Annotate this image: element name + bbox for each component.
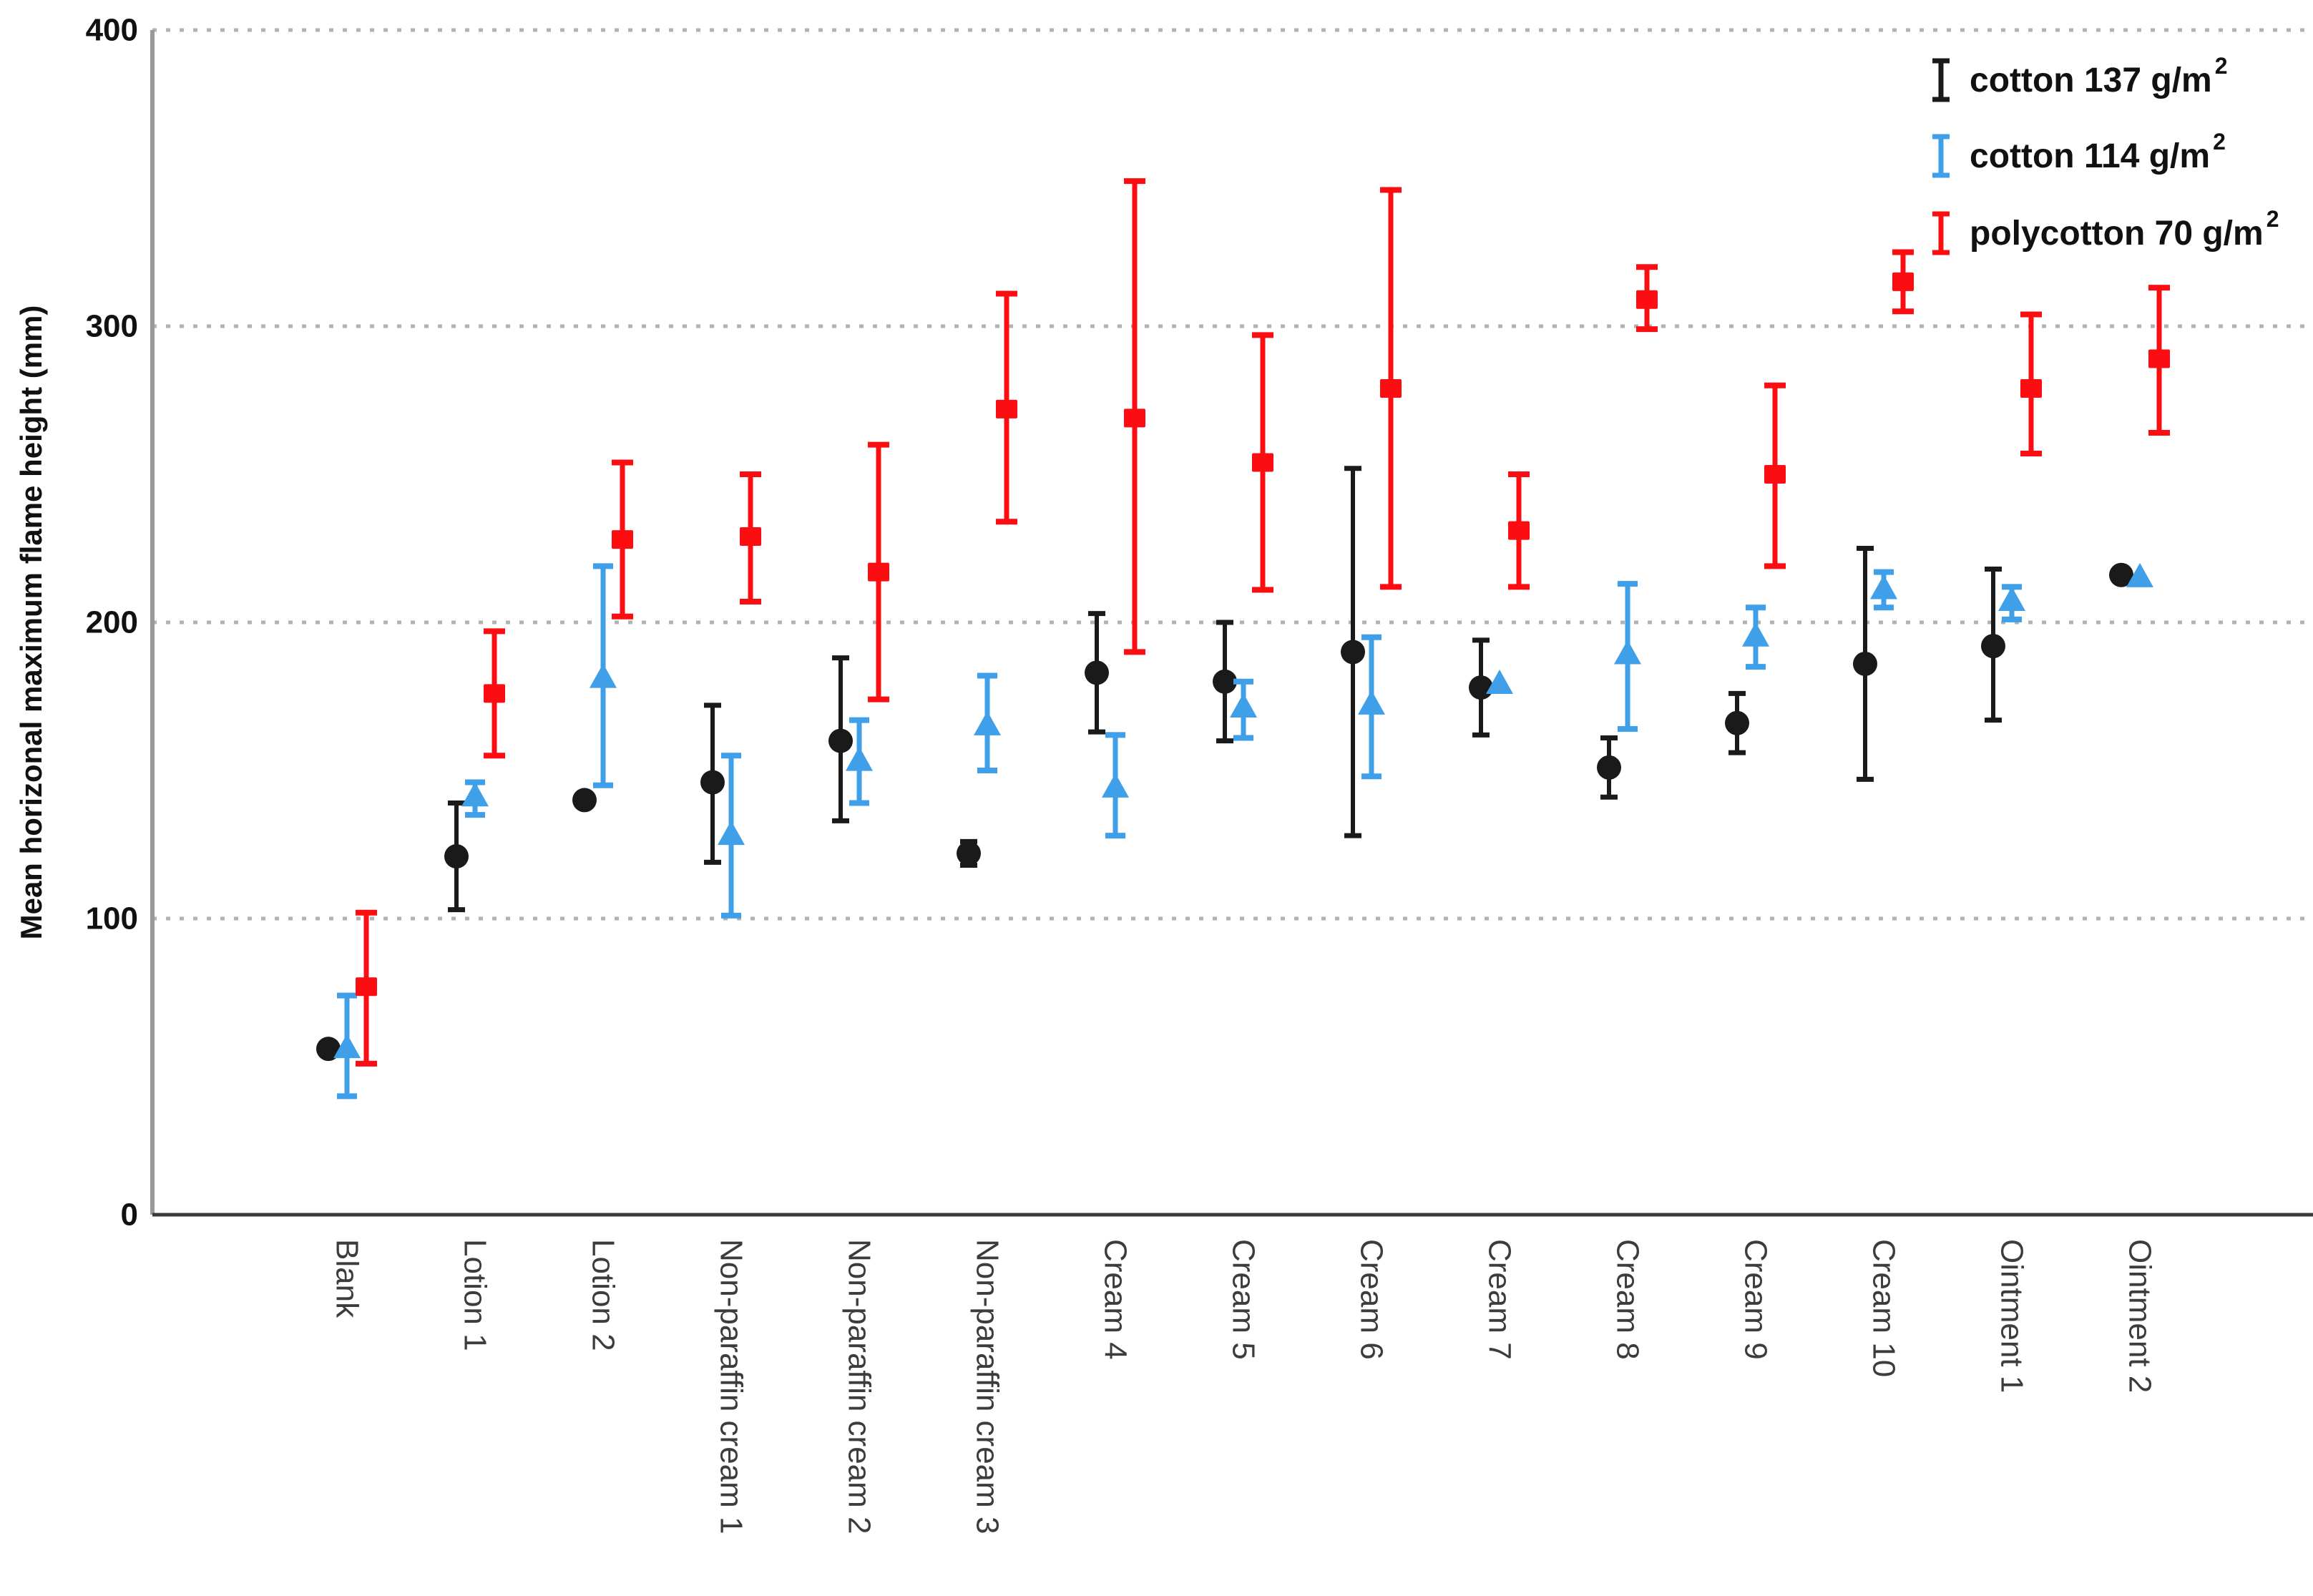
x-category-label: Cream 10 xyxy=(1867,1239,1902,1377)
x-category-label: Lotion 2 xyxy=(586,1239,621,1351)
data-marker-triangle xyxy=(1998,587,2025,612)
x-category-label: Cream 9 xyxy=(1739,1239,1774,1360)
x-category-label: Ointment 1 xyxy=(1995,1239,2030,1393)
data-marker-circle xyxy=(1981,634,2005,659)
data-marker-circle xyxy=(1085,660,1109,685)
data-marker-square xyxy=(1892,272,1914,291)
data-marker-circle xyxy=(700,770,725,795)
data-marker-triangle xyxy=(1102,773,1129,798)
data-marker-square xyxy=(1252,453,1273,472)
data-marker-triangle xyxy=(1614,640,1641,665)
data-marker-square xyxy=(1124,408,1145,428)
data-marker-triangle xyxy=(1230,693,1257,718)
x-category-label: Cream 4 xyxy=(1098,1239,1133,1360)
data-marker-square xyxy=(1508,521,1530,540)
x-category-label: Non-paraffin cream 1 xyxy=(714,1239,749,1534)
data-marker-triangle xyxy=(974,710,1001,735)
data-marker-square xyxy=(356,977,377,997)
data-marker-triangle xyxy=(461,782,489,807)
x-category-label: Cream 5 xyxy=(1226,1239,1261,1360)
data-marker-triangle xyxy=(590,663,617,688)
data-marker-triangle xyxy=(846,746,873,771)
data-marker-square xyxy=(2148,349,2170,368)
data-marker-triangle xyxy=(1486,669,1513,694)
x-category-label: Non-paraffin cream 3 xyxy=(970,1239,1005,1534)
y-axis-title: Mean horizonal maximum flame height (mm) xyxy=(14,305,48,940)
data-marker-triangle xyxy=(1870,574,1897,599)
x-category-label: Cream 6 xyxy=(1354,1239,1389,1360)
data-marker-triangle xyxy=(333,1034,361,1059)
data-marker-circle xyxy=(2109,562,2133,587)
legend-label: cotton 114 g/m 2 xyxy=(1970,129,2226,175)
data-marker-square xyxy=(1380,378,1402,398)
y-tick-label: 400 xyxy=(86,13,138,48)
y-tick-label: 200 xyxy=(86,605,138,640)
data-marker-circle xyxy=(957,841,981,866)
data-marker-triangle xyxy=(718,821,745,846)
x-category-label: Non-paraffin cream 2 xyxy=(842,1239,877,1534)
legend-label: cotton 137 g/m 2 xyxy=(1970,53,2228,99)
data-marker-circle xyxy=(1341,640,1365,665)
data-marker-circle xyxy=(1213,669,1237,694)
data-marker-circle xyxy=(1469,675,1493,700)
x-category-label: Lotion 1 xyxy=(458,1239,493,1351)
data-marker-square xyxy=(1636,290,1658,309)
y-tick-label: 300 xyxy=(86,309,138,344)
data-marker-square xyxy=(2020,378,2042,398)
data-marker-circle xyxy=(1853,651,1877,676)
data-marker-square xyxy=(484,684,505,703)
data-marker-circle xyxy=(572,788,597,813)
data-marker-square xyxy=(1764,465,1786,484)
data-marker-square xyxy=(996,399,1017,418)
x-category-label: Blank xyxy=(330,1239,365,1318)
data-marker-triangle xyxy=(2126,562,2153,587)
data-marker-square xyxy=(740,527,761,546)
data-marker-circle xyxy=(316,1037,341,1062)
data-marker-circle xyxy=(444,844,469,869)
data-marker-square xyxy=(868,562,889,582)
y-tick-label: 100 xyxy=(86,901,138,936)
data-marker-circle xyxy=(828,728,853,753)
x-category-label: Cream 7 xyxy=(1482,1239,1517,1360)
x-category-label: Ointment 2 xyxy=(2123,1239,2158,1393)
data-marker-triangle xyxy=(1358,690,1385,715)
data-marker-circle xyxy=(1597,755,1621,780)
x-category-label: Cream 8 xyxy=(1610,1239,1645,1360)
y-tick-label: 0 xyxy=(121,1198,138,1233)
data-marker-circle xyxy=(1725,710,1749,735)
data-marker-triangle xyxy=(1742,622,1769,647)
legend-label: polycotton 70 g/m 2 xyxy=(1970,206,2279,253)
data-marker-square xyxy=(612,530,633,549)
